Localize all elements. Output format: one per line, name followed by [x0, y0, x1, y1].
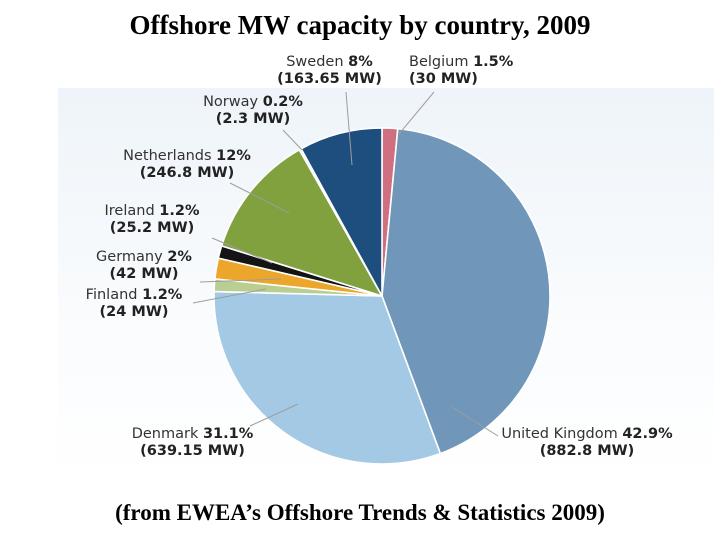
label-belgium-line1: Belgium 1.5%: [409, 54, 534, 71]
label-belgium-mw: (30 MW): [409, 71, 478, 87]
label-united-kingdom-pct: 42.9%: [622, 426, 673, 442]
label-finland-pct: 1.2%: [142, 287, 183, 303]
label-denmark-pct: 31.1%: [202, 426, 254, 442]
leader-line-ireland: [211, 237, 273, 264]
label-denmark-mw: (639.15 MW): [140, 443, 245, 459]
label-belgium: Belgium 1.5% (30 MW): [409, 54, 534, 88]
pie-slice-united-kingdom: [381, 127, 551, 455]
label-netherlands-name: Netherlands: [123, 148, 212, 164]
leader-line-belgium: [398, 91, 435, 135]
label-belgium-name: Belgium: [409, 54, 469, 70]
label-finland-line1: Finland 1.2%: [70, 287, 198, 304]
label-norway-name: Norway: [203, 94, 259, 110]
label-germany: Germany 2% (42 MW): [80, 249, 208, 283]
leader-line-sweden: [345, 91, 353, 166]
label-germany-line1: Germany 2%: [80, 249, 208, 266]
leader-line-netherlands: [229, 182, 290, 214]
leader-line-finland: [192, 288, 267, 304]
label-denmark: Denmark 31.1% (639.15 MW): [110, 426, 275, 460]
label-netherlands-mw: (246.8 MW): [139, 165, 235, 181]
label-ireland: Ireland 1.2% (25.2 MW): [83, 203, 221, 237]
label-belgium-pct: 1.5%: [473, 54, 514, 70]
label-united-kingdom: United Kingdom 42.9% (882.8 MW): [468, 426, 706, 460]
label-united-kingdom-line1: United Kingdom 42.9%: [468, 426, 706, 443]
label-sweden-pct: 8%: [348, 54, 373, 70]
label-ireland-name: Ireland: [104, 203, 155, 219]
label-united-kingdom-mw: (882.8 MW): [539, 443, 635, 459]
label-finland: Finland 1.2% (24 MW): [70, 287, 198, 321]
label-sweden-mw: (163.65 MW): [277, 71, 382, 87]
label-germany-pct: 2%: [167, 249, 192, 265]
pie-slice-denmark: [213, 290, 442, 465]
leader-line-germany: [199, 278, 282, 283]
leader-line-norway: [282, 129, 303, 151]
label-sweden-line1: Sweden 8%: [262, 54, 397, 71]
label-denmark-name: Denmark: [131, 426, 199, 442]
label-sweden-name: Sweden: [286, 54, 344, 70]
leader-line-denmark: [249, 403, 299, 427]
source-caption: (from EWEA’s Offshore Trends & Statistic…: [115, 500, 605, 525]
label-germany-name: Germany: [96, 249, 163, 265]
pie-slice-netherlands: [220, 148, 383, 297]
label-finland-mw: (24 MW): [99, 304, 169, 320]
label-netherlands-pct: 12%: [216, 148, 251, 164]
label-ireland-pct: 1.2%: [159, 203, 200, 219]
label-norway-mw: (2.3 MW): [215, 111, 291, 127]
label-norway: Norway 0.2% (2.3 MW): [188, 94, 318, 128]
label-sweden: Sweden 8% (163.65 MW): [262, 54, 397, 88]
label-germany-mw: (42 MW): [109, 266, 179, 282]
leader-line-uk: [451, 406, 499, 437]
label-netherlands: Netherlands 12% (246.8 MW): [103, 148, 271, 182]
label-ireland-mw: (25.2 MW): [109, 220, 195, 236]
label-denmark-line1: Denmark 31.1%: [110, 426, 275, 443]
label-netherlands-line1: Netherlands 12%: [103, 148, 271, 165]
label-united-kingdom-name: United Kingdom: [501, 426, 618, 442]
label-finland-name: Finland: [85, 287, 138, 303]
label-norway-line1: Norway 0.2%: [188, 94, 318, 111]
leader-lines: [192, 91, 499, 437]
pie-slices: [213, 127, 551, 465]
label-norway-pct: 0.2%: [262, 94, 303, 110]
page-title: Offshore MW capacity by country, 2009: [129, 10, 591, 40]
label-ireland-line1: Ireland 1.2%: [83, 203, 221, 220]
